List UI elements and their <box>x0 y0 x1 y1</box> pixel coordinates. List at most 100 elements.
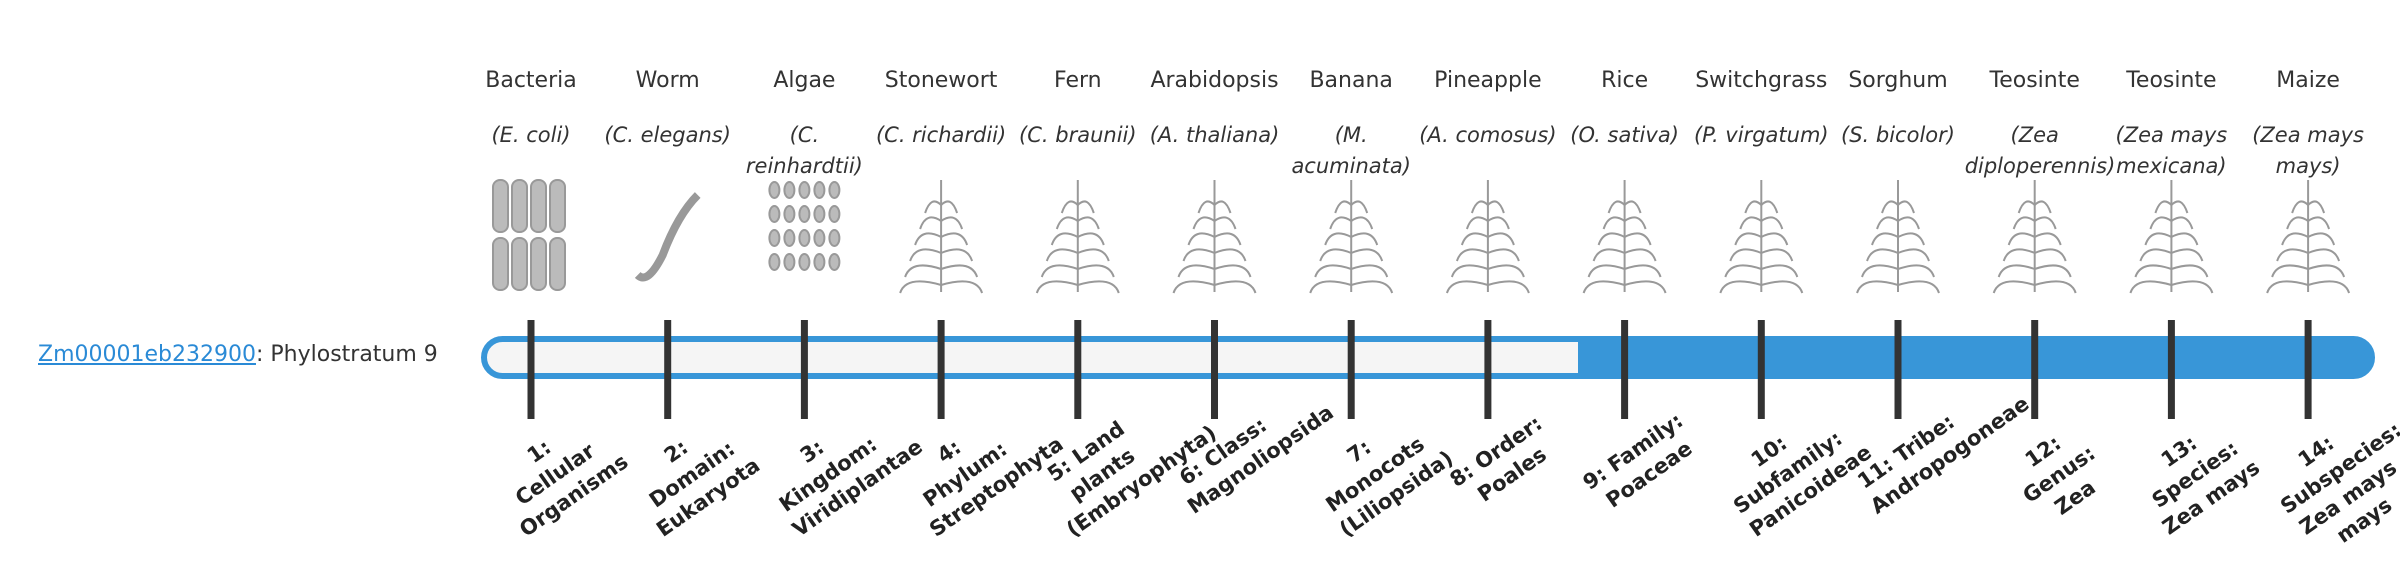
icon-part <box>1470 200 1505 214</box>
gene-stratum: : Phylostratum 9 <box>255 342 438 367</box>
scientific-name: (O. sativa) <box>1570 123 1679 147</box>
icon-part <box>2286 216 2331 230</box>
organism-name: Rice <box>1601 68 1649 93</box>
icon-part <box>919 216 964 230</box>
icon-part <box>1182 248 1247 262</box>
icon-part <box>783 229 796 247</box>
scientific-name: (C. reinhardtii) <box>745 123 863 178</box>
organism-icon <box>1856 180 1940 294</box>
icon-part <box>783 181 796 199</box>
organism-icon <box>1582 180 1667 294</box>
organism-icon <box>768 181 841 271</box>
icon-part <box>2129 280 2214 294</box>
icon-part <box>1856 280 1940 294</box>
organism-name: Teosinte <box>2126 68 2217 93</box>
organism-icon <box>1035 180 1120 294</box>
icon-part <box>1587 264 1662 278</box>
icon-part <box>1455 248 1520 262</box>
organism-icon <box>2129 180 2214 294</box>
icon-part <box>1734 232 1789 246</box>
icon-part <box>924 200 959 214</box>
icon-part <box>813 229 826 247</box>
icon-part <box>828 205 841 223</box>
organism-name: Bacteria <box>485 68 577 93</box>
icon-part <box>2007 232 2062 246</box>
organism-name: Worm <box>635 68 700 93</box>
icon-part <box>2149 216 2194 230</box>
icon-part <box>2276 248 2341 262</box>
organism-name: Pineapple <box>1434 68 1542 93</box>
icon-part <box>1040 264 1115 278</box>
icon-part <box>1060 200 1095 214</box>
scientific-name: (Zea diploperennis) <box>1964 123 2116 178</box>
organism-icon <box>1992 180 2077 294</box>
icon-part <box>2154 200 2189 214</box>
icon-part <box>530 237 547 291</box>
organism-icon <box>1445 180 1530 294</box>
scientific-name: (S. bicolor) <box>1841 123 1955 147</box>
organism-name: Switchgrass <box>1695 68 1828 93</box>
icon-part <box>1876 216 1920 230</box>
icon-part <box>2134 264 2209 278</box>
organism-name: Teosinte <box>1989 68 2080 93</box>
icon-part <box>1881 200 1915 214</box>
icon-part <box>1607 200 1642 214</box>
icon-part <box>1187 232 1242 246</box>
scientific-name: (E. coli) <box>491 123 571 147</box>
icon-part <box>1739 216 1784 230</box>
gene-link[interactable]: Zm00001eb232900 <box>38 342 256 367</box>
icon-part <box>2266 280 2351 294</box>
icon-part <box>492 179 509 233</box>
icon-part <box>1866 248 1930 262</box>
icon-part <box>2002 248 2067 262</box>
icon-part <box>828 253 841 271</box>
icon-part <box>549 237 566 291</box>
icon-part <box>1045 248 1110 262</box>
icon-part <box>634 192 701 282</box>
organism-icon <box>634 192 701 282</box>
icon-part <box>1309 280 1394 294</box>
icon-part <box>1729 248 1794 262</box>
icon-part <box>798 229 811 247</box>
icon-part <box>530 179 547 233</box>
organism-name: Stonewort <box>884 68 998 93</box>
organism-name: Maize <box>2276 68 2340 93</box>
icon-part <box>1592 248 1657 262</box>
icon-part <box>798 253 811 271</box>
bar-fill <box>1578 339 2372 376</box>
scientific-name: (C. braunii) <box>1019 123 1137 147</box>
organism-icon <box>1172 180 1257 294</box>
organism-name: Fern <box>1054 68 1102 93</box>
organism-name: Arabidopsis <box>1150 68 1279 93</box>
icon-part <box>1450 264 1525 278</box>
icon-part <box>798 205 811 223</box>
organism-icon <box>1309 180 1394 294</box>
icon-part <box>813 253 826 271</box>
organism-name: Banana <box>1309 68 1393 93</box>
scientific-name: (C. elegans) <box>604 123 731 147</box>
icon-part <box>511 179 528 233</box>
icon-part <box>1582 280 1667 294</box>
icon-part <box>1035 280 1120 294</box>
scientific-name: (P. virgatum) <box>1693 123 1829 147</box>
scientific-name: (Zea mays mays) <box>2252 123 2364 178</box>
icon-part <box>904 264 979 278</box>
icon-part <box>813 205 826 223</box>
icon-part <box>768 181 781 199</box>
icon-part <box>1719 280 1804 294</box>
scientific-name: (A. comosus) <box>1419 123 1557 147</box>
icons <box>492 179 2351 294</box>
icon-part <box>768 253 781 271</box>
icon-part <box>1314 264 1389 278</box>
icon-part <box>909 248 974 262</box>
icon-part <box>1997 264 2072 278</box>
icon-part <box>1465 216 1510 230</box>
organism-icon <box>899 180 984 294</box>
organism-icon <box>492 179 566 291</box>
icon-part <box>1992 280 2077 294</box>
organism-icon <box>1719 180 1804 294</box>
icon-part <box>1319 248 1384 262</box>
icon-part <box>768 205 781 223</box>
organism-icon <box>2266 180 2351 294</box>
